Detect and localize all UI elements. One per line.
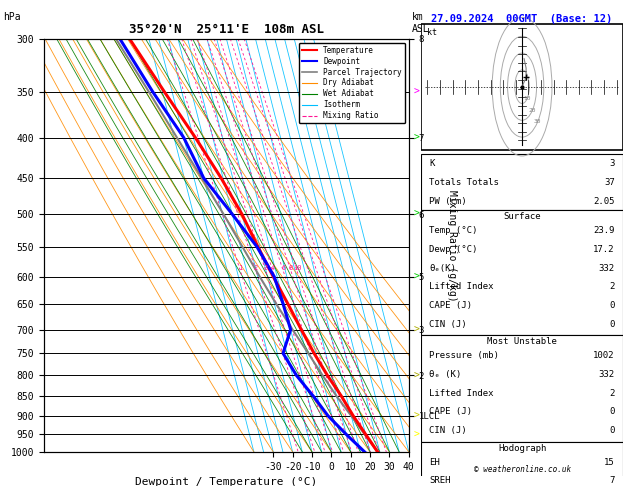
Text: Totals Totals: Totals Totals [430, 178, 499, 187]
Text: CAPE (J): CAPE (J) [430, 407, 472, 417]
Text: θₑ(K): θₑ(K) [430, 264, 457, 273]
Text: >: > [414, 209, 420, 219]
Text: CIN (J): CIN (J) [430, 320, 467, 329]
Text: 2: 2 [610, 282, 615, 291]
Text: km
ASL: km ASL [412, 12, 430, 34]
Text: 2.05: 2.05 [593, 196, 615, 206]
Text: >: > [414, 370, 420, 381]
Bar [421, 24, 623, 150]
Text: Surface: Surface [503, 212, 541, 221]
Text: 3: 3 [610, 159, 615, 168]
X-axis label: Dewpoint / Temperature (°C): Dewpoint / Temperature (°C) [135, 477, 318, 486]
Text: 4: 4 [270, 265, 275, 271]
Y-axis label: Mixing Ratio (g/kg): Mixing Ratio (g/kg) [447, 190, 457, 301]
Text: 27.09.2024  00GMT  (Base: 12): 27.09.2024 00GMT (Base: 12) [431, 15, 613, 24]
Text: hPa: hPa [3, 12, 21, 22]
Text: Temp (°C): Temp (°C) [430, 226, 478, 235]
Text: 17.2: 17.2 [593, 245, 615, 254]
Text: CIN (J): CIN (J) [430, 426, 467, 435]
Text: kt: kt [428, 28, 437, 37]
Text: 8: 8 [289, 265, 293, 271]
Bar [421, 155, 623, 210]
Text: 2: 2 [610, 389, 615, 398]
Text: 1: 1 [238, 265, 243, 271]
Text: PW (cm): PW (cm) [430, 196, 467, 206]
Text: >: > [414, 87, 420, 97]
Text: 30: 30 [533, 120, 541, 124]
Text: Hodograph: Hodograph [498, 444, 546, 453]
Text: CAPE (J): CAPE (J) [430, 301, 472, 310]
Bar [421, 210, 623, 335]
Bar [421, 335, 623, 442]
Bar [421, 442, 623, 486]
Text: 1002: 1002 [593, 351, 615, 361]
Text: Most Unstable: Most Unstable [487, 337, 557, 347]
Text: Pressure (mb): Pressure (mb) [430, 351, 499, 361]
Text: 23.9: 23.9 [593, 226, 615, 235]
Text: 0: 0 [610, 301, 615, 310]
Text: 0: 0 [610, 407, 615, 417]
Text: 10: 10 [523, 96, 531, 101]
Text: SREH: SREH [430, 476, 451, 486]
Text: Lifted Index: Lifted Index [430, 389, 494, 398]
Text: 3: 3 [264, 265, 268, 271]
Text: 2: 2 [254, 265, 258, 271]
Text: K: K [430, 159, 435, 168]
Text: >: > [414, 411, 420, 421]
Text: 332: 332 [599, 264, 615, 273]
Text: 20: 20 [528, 108, 536, 113]
Text: 15: 15 [604, 458, 615, 467]
Title: 35°20'N  25°11'E  108m ASL: 35°20'N 25°11'E 108m ASL [129, 23, 324, 36]
Text: 37: 37 [604, 178, 615, 187]
Legend: Temperature, Dewpoint, Parcel Trajectory, Dry Adiabat, Wet Adiabat, Isotherm, Mi: Temperature, Dewpoint, Parcel Trajectory… [299, 43, 405, 123]
Text: >: > [414, 272, 420, 282]
Text: EH: EH [430, 458, 440, 467]
Text: Dewp (°C): Dewp (°C) [430, 245, 478, 254]
Text: >: > [414, 133, 420, 142]
Text: 0: 0 [610, 426, 615, 435]
Text: >: > [414, 325, 420, 334]
Text: 10: 10 [292, 265, 301, 271]
Text: 0: 0 [610, 320, 615, 329]
Text: 7: 7 [610, 476, 615, 486]
Text: θₑ (K): θₑ (K) [430, 370, 462, 379]
Text: 332: 332 [599, 370, 615, 379]
Text: Lifted Index: Lifted Index [430, 282, 494, 291]
Text: 6: 6 [281, 265, 286, 271]
Text: © weatheronline.co.uk: © weatheronline.co.uk [474, 465, 571, 474]
Text: >: > [414, 429, 420, 439]
